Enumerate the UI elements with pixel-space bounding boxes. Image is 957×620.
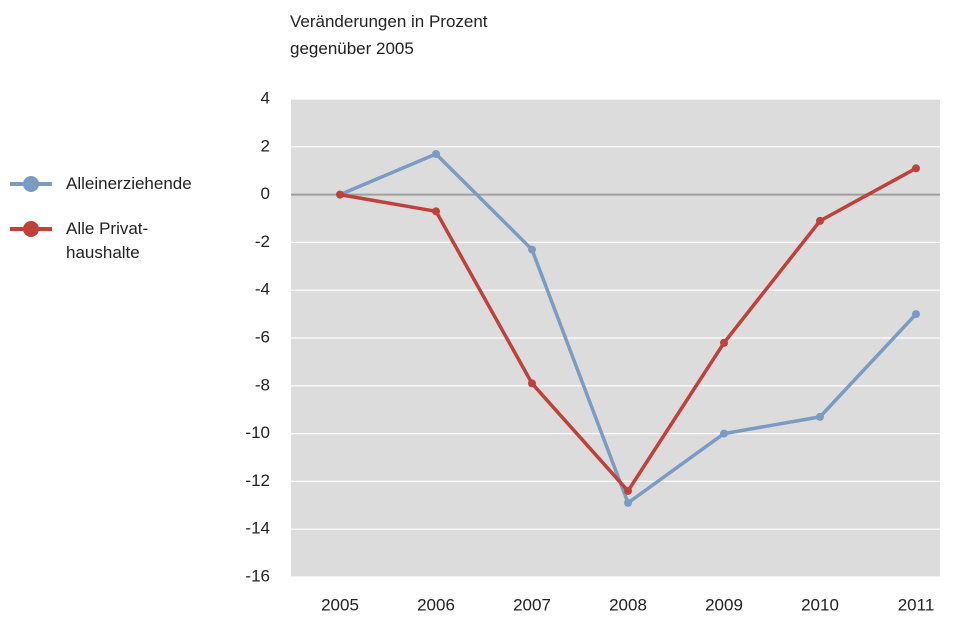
data-point <box>624 486 632 495</box>
legend-marker <box>23 221 39 237</box>
data-point <box>528 245 536 254</box>
data-point <box>432 207 440 216</box>
legend-marker <box>23 176 39 192</box>
legend-label: Alleinerziehende <box>66 174 192 193</box>
x-tick-label: 2005 <box>321 595 359 614</box>
y-tick-label: -14 <box>245 519 270 538</box>
x-tick-label: 2009 <box>705 595 743 614</box>
y-tick-label: 2 <box>261 136 270 155</box>
data-point <box>912 164 920 173</box>
y-tick-label: -6 <box>255 327 270 346</box>
chart-title: Veränderungen in Prozent gegenüber 2005 <box>290 12 488 58</box>
y-tick-label: -8 <box>255 375 270 394</box>
data-point <box>336 190 344 199</box>
legend-label: Alle Privat- haushalte <box>66 219 149 262</box>
data-point <box>816 216 824 225</box>
y-tick-label: -10 <box>245 423 270 442</box>
data-point <box>720 429 728 438</box>
y-tick-label: -16 <box>245 566 270 585</box>
data-point <box>432 149 440 158</box>
data-point <box>624 498 632 507</box>
data-point <box>720 338 728 347</box>
data-point <box>912 310 920 319</box>
x-tick-label: 2007 <box>513 595 551 614</box>
y-tick-label: 4 <box>261 88 270 107</box>
data-point <box>816 412 824 421</box>
x-tick-label: 2006 <box>417 595 455 614</box>
y-tick-label: -2 <box>255 232 270 251</box>
x-tick-label: 2008 <box>609 595 647 614</box>
y-tick-label: 0 <box>261 184 270 203</box>
data-point <box>528 379 536 388</box>
x-tick-label: 2011 <box>898 595 935 614</box>
y-tick-label: -12 <box>245 471 270 490</box>
y-tick-label: -4 <box>255 280 270 299</box>
x-tick-label: 2010 <box>801 595 839 614</box>
